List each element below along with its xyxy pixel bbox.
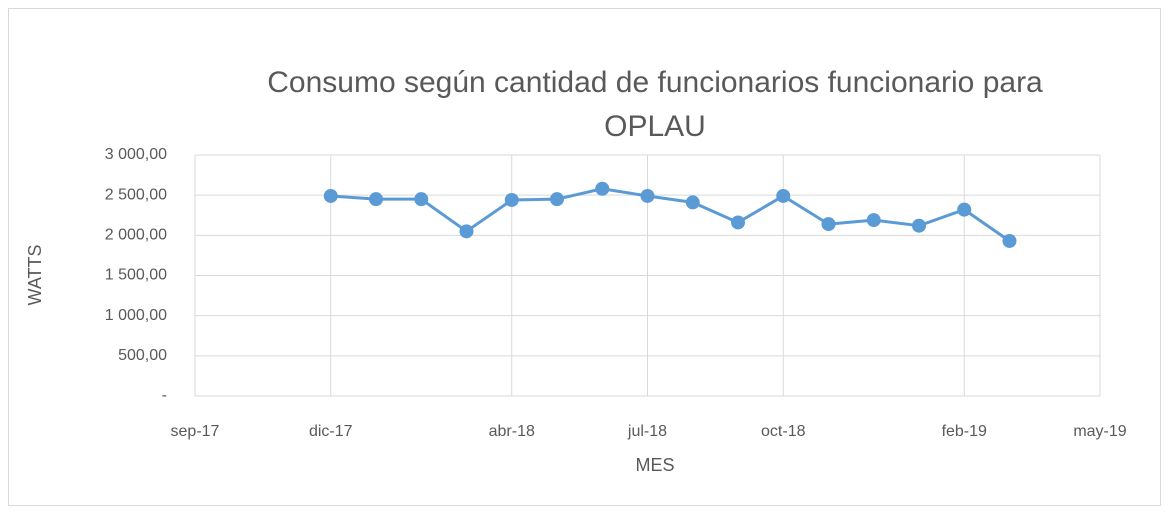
x-tick-label: oct-18 — [761, 423, 806, 440]
data-point — [640, 188, 655, 203]
x-tick-label: feb-19 — [942, 423, 987, 440]
chart-frame — [8, 8, 1161, 506]
data-point — [595, 181, 610, 196]
data-point — [414, 192, 429, 207]
x-tick-label: abr-18 — [489, 423, 535, 440]
chart-title: Consumo según cantidad de funcionarios f… — [267, 66, 1043, 99]
y-tick-label: 1 500,00 — [105, 267, 167, 284]
data-point — [459, 224, 474, 239]
x-tick-label: sep-17 — [171, 423, 220, 440]
data-point — [550, 192, 564, 207]
y-tick-label: 500,00 — [118, 347, 167, 364]
y-axis-label: WATTS — [25, 245, 45, 306]
y-tick-label: 3 000,00 — [105, 146, 167, 163]
y-tick-label: 2 000,00 — [105, 227, 167, 244]
data-point — [323, 188, 338, 203]
data-point — [912, 218, 926, 233]
x-tick-label: may-19 — [1073, 423, 1126, 440]
x-tick-label: jul-18 — [627, 423, 667, 440]
y-tick-label: - — [162, 387, 167, 404]
data-point — [957, 202, 972, 217]
data-point — [776, 188, 791, 203]
data-point — [504, 192, 519, 207]
x-tick-label: dic-17 — [309, 423, 353, 440]
y-tick-label: 1 000,00 — [105, 307, 167, 324]
x-axis-label: MES — [635, 455, 674, 475]
data-point — [821, 217, 836, 232]
data-point — [685, 195, 700, 210]
chart-title: OPLAU — [604, 110, 706, 143]
y-tick-label: 2 500,00 — [105, 186, 167, 203]
data-point — [866, 213, 881, 228]
data-point — [369, 192, 383, 207]
series-line — [330, 187, 1011, 243]
data-point — [731, 215, 745, 230]
data-point — [1002, 233, 1017, 248]
